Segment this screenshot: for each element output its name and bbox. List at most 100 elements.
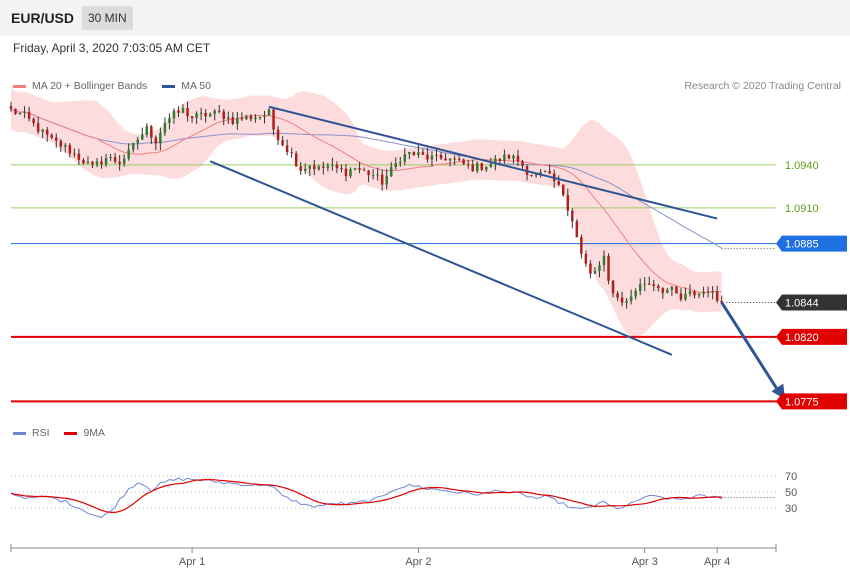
candles: [9, 101, 723, 309]
channel-line-lower: [209, 160, 673, 356]
candle-body: [272, 109, 275, 130]
candle-body: [317, 166, 321, 170]
candle-body: [91, 161, 94, 165]
candle-body: [371, 174, 375, 176]
level-label-1.0940: 1.0940: [785, 160, 819, 172]
candle-body: [208, 113, 212, 117]
legend-item-rsi: RSI: [13, 427, 50, 439]
candle-body: [679, 293, 683, 300]
x-tick-label-apr-2: Apr 2: [405, 556, 431, 568]
ma50-line: [10, 108, 722, 249]
candle-body: [322, 166, 325, 168]
candle-body: [394, 163, 398, 168]
candle-body: [340, 168, 343, 170]
candle-body: [177, 110, 180, 113]
candle-body: [213, 110, 216, 114]
candle-body: [77, 153, 81, 160]
candle-body: [55, 137, 58, 141]
candle-body: [543, 170, 547, 173]
candle-body: [715, 291, 719, 301]
candle-body: [276, 129, 280, 141]
candle-body: [195, 113, 198, 119]
candle-body: [648, 283, 651, 285]
candle-body: [163, 122, 167, 133]
candle-body: [575, 221, 579, 237]
candle-body: [353, 168, 357, 170]
candle-body: [303, 168, 307, 171]
price-legend: MA 20 + Bollinger Bands MA 50: [13, 80, 223, 92]
candle-body: [154, 137, 158, 144]
candle-body: [557, 181, 560, 185]
candle-body: [236, 117, 239, 124]
interval-button[interactable]: 30 MIN: [82, 6, 133, 30]
candle-body: [267, 109, 271, 116]
level-label-1.0910: 1.0910: [785, 203, 819, 215]
candle-body: [9, 106, 13, 110]
candle-body: [95, 161, 99, 165]
candle-body: [408, 152, 411, 155]
candle-body: [652, 284, 656, 286]
candle-body: [186, 108, 189, 117]
rsi-level-label-50: 50: [785, 487, 797, 499]
candle-body: [634, 291, 637, 297]
candle-body: [503, 154, 506, 161]
candle-body: [45, 129, 49, 135]
candle-body: [607, 255, 610, 281]
candle-body: [498, 158, 502, 161]
legend-label-rsi: RSI: [32, 427, 50, 439]
candle-body: [100, 161, 103, 165]
candle-body: [290, 152, 293, 154]
level-badge-1.0820: [776, 328, 847, 345]
bollinger-band-area: [11, 88, 722, 338]
candle-body: [326, 165, 330, 168]
candle-body: [403, 154, 407, 162]
candle-body: [584, 253, 588, 264]
candle-body: [285, 145, 289, 153]
candle-body: [32, 118, 35, 124]
candle-body: [18, 113, 22, 115]
candle-body: [430, 155, 434, 160]
legend-swatch-ma20: [13, 84, 26, 88]
candle-body: [104, 157, 108, 165]
candle-body: [217, 110, 221, 112]
candle-body: [688, 291, 692, 294]
candle-body: [675, 286, 678, 294]
candle-body: [331, 164, 334, 166]
candle-body: [589, 263, 592, 274]
candle-body: [661, 288, 665, 293]
projection-arrow-shaft: [720, 301, 781, 394]
candle-body: [294, 153, 298, 167]
candle-body: [462, 159, 465, 165]
level-label-1.0775: 1.0775: [785, 396, 819, 408]
legend-item-ma50: MA 50: [162, 80, 211, 92]
candle-body: [380, 174, 384, 185]
candle-body: [566, 195, 570, 211]
candle-body: [376, 174, 379, 176]
candle-body: [231, 117, 235, 124]
candle-body: [73, 153, 76, 155]
candle-body: [412, 152, 416, 155]
candle-body: [113, 157, 117, 162]
legend-item-9ma: 9MA: [64, 427, 105, 439]
level-badge-1.0844: [776, 294, 847, 311]
candle-body: [598, 265, 601, 272]
candle-body: [426, 154, 429, 160]
candle-body: [245, 115, 248, 120]
candle-body: [41, 129, 44, 132]
candle-body: [109, 157, 112, 159]
candle-body: [494, 158, 497, 164]
candle-body: [349, 169, 352, 177]
candle-body: [489, 163, 493, 168]
candle-body: [625, 300, 628, 303]
candle-body: [702, 291, 705, 295]
candle-body: [530, 174, 533, 176]
candle-body: [141, 134, 144, 140]
candle-body: [643, 283, 646, 285]
candle-body: [150, 126, 153, 138]
candle-body: [299, 166, 302, 171]
rsi-ma-line: [10, 479, 722, 513]
candle-body: [616, 293, 619, 298]
candle-body: [281, 140, 284, 146]
candle-body: [367, 170, 370, 176]
